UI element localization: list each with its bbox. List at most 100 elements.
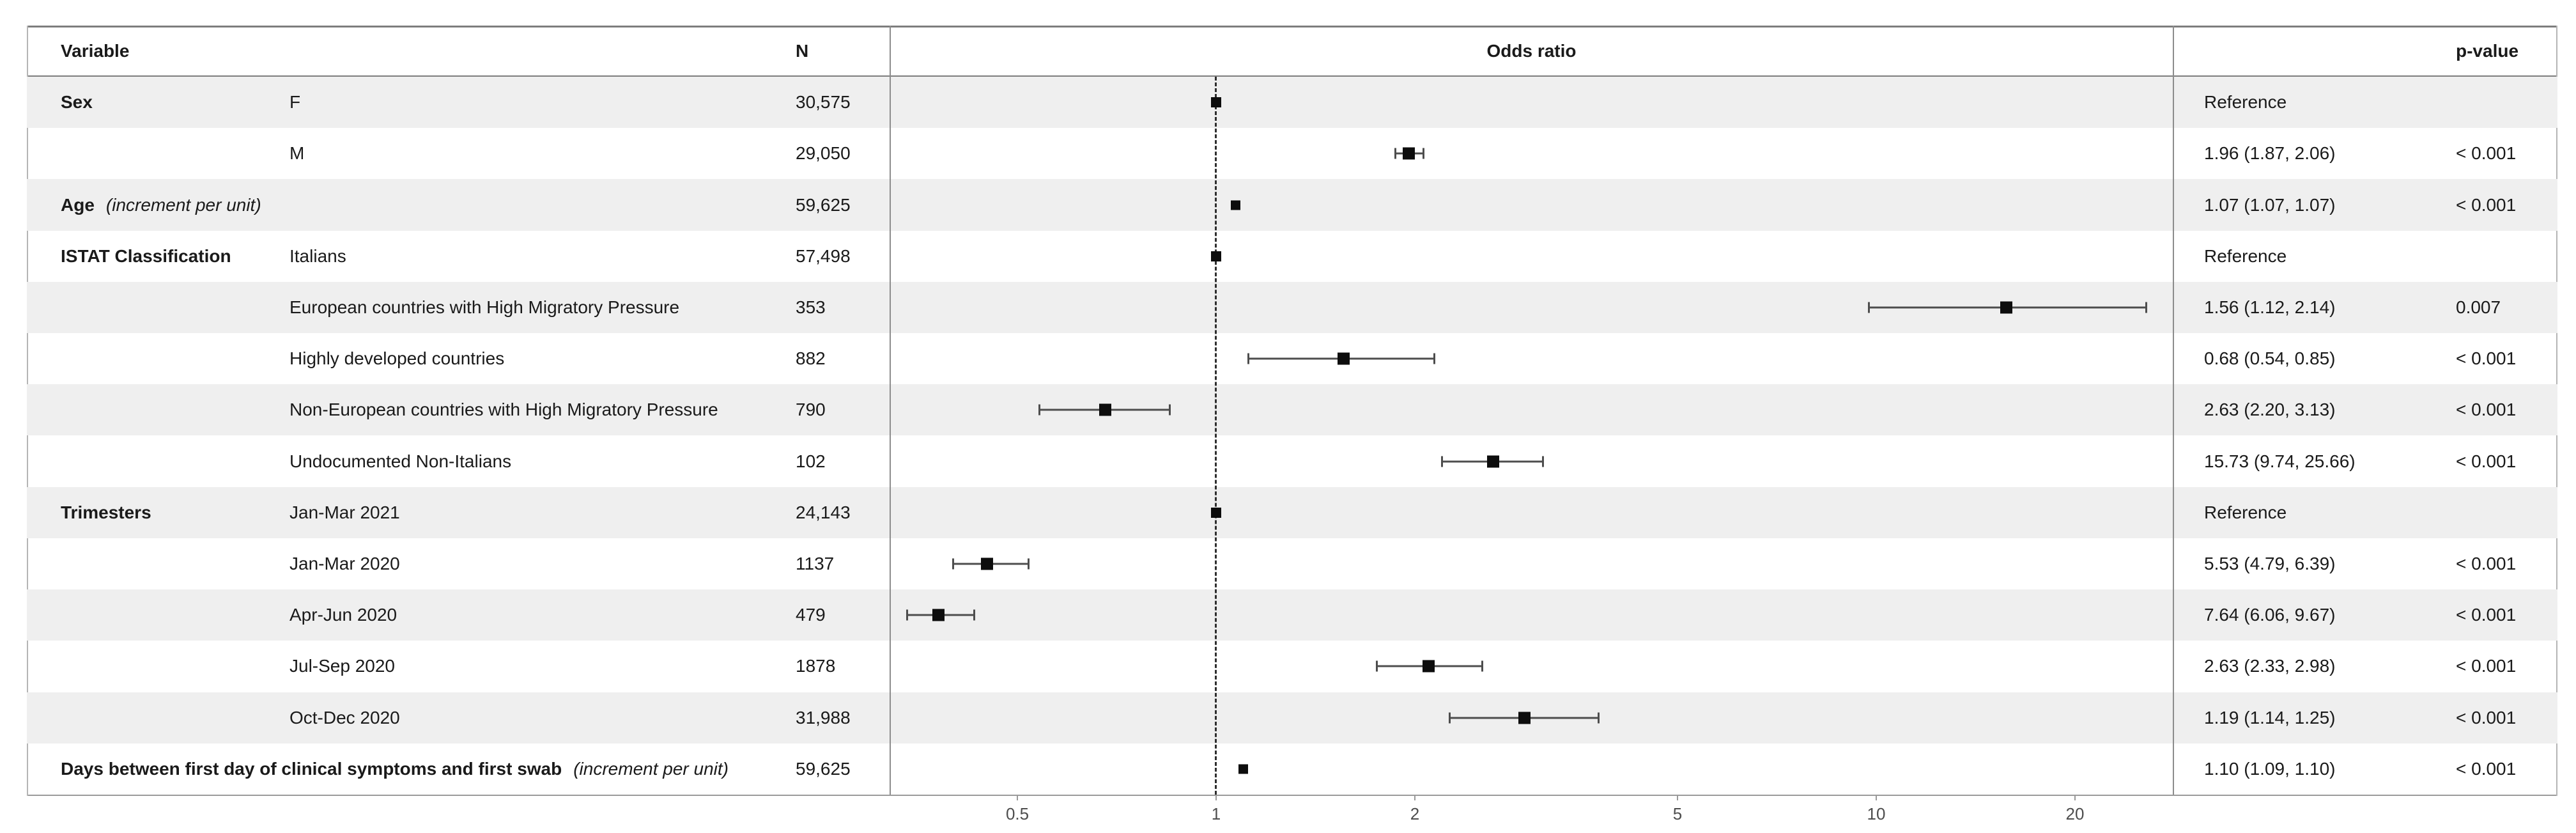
confidence-interval-cap: [906, 609, 908, 621]
table-row: Undocumented Non-Italians 102 15.73 (9.74,…: [27, 436, 2557, 487]
table-row: ISTAT Classification Italians 57,498 Refere…: [27, 231, 2557, 282]
confidence-interval-cap: [1441, 456, 1444, 467]
odds-ratio-text: 1.07 (1.07, 1.07): [2204, 194, 2336, 215]
column-header-n: N: [796, 41, 809, 61]
axis-tick-label: 10: [1867, 804, 1886, 823]
odds-ratio-text: 5.53 (4.79, 6.39): [2204, 554, 2336, 574]
odds-ratio-marker: [1423, 660, 1435, 673]
confidence-interval-cap: [1481, 660, 1483, 672]
n-value: 1137: [796, 554, 835, 574]
variable-group-label: Days between first day of clinical sympt…: [61, 758, 729, 779]
n-value: 29,050: [796, 143, 851, 164]
odds-ratio-text: 15.73 (9.74, 25.66): [2204, 451, 2356, 471]
p-value-text: < 0.001: [2456, 707, 2517, 728]
row-band: [27, 589, 2557, 641]
column-header-variable: Variable: [61, 41, 130, 61]
confidence-interval-cap: [1394, 148, 1397, 159]
row-band: [27, 692, 2557, 743]
table-row: Jul-Sep 2020 1878 2.63 (2.33, 2.98) < 0.001: [27, 641, 2557, 692]
confidence-interval-cap: [1542, 456, 1545, 467]
confidence-interval-cap: [973, 609, 975, 621]
table-row: Days between first day of clinical sympt…: [27, 743, 2557, 795]
row-band: [27, 487, 2557, 538]
variable-group-label: Age (increment per unit): [61, 194, 261, 215]
n-value: 353: [796, 297, 826, 317]
odds-ratio-marker: [932, 609, 945, 621]
variable-level-label: Italians: [289, 245, 346, 266]
increment-note: (increment per unit): [105, 194, 261, 215]
axis-tick-label: 20: [2065, 804, 2085, 823]
n-value: 1878: [796, 656, 836, 676]
confidence-interval-cap: [1867, 302, 1870, 313]
odds-ratio-text: 1.56 (1.12, 2.14): [2204, 297, 2336, 317]
odds-ratio-marker: [1518, 712, 1531, 724]
p-value-text: < 0.001: [2456, 451, 2517, 471]
table-row: Sex F 30,575 Reference: [27, 77, 2557, 128]
table-row: European countries with High Migratory P…: [27, 282, 2557, 333]
odds-ratio-text: 1.10 (1.09, 1.10): [2204, 758, 2336, 779]
increment-note: (increment per unit): [573, 758, 729, 779]
odds-ratio-text: Reference: [2204, 245, 2287, 266]
confidence-interval-cap: [1449, 712, 1451, 724]
reference-marker: [1211, 251, 1221, 261]
odds-ratio-marker: [981, 557, 994, 570]
axis-tick-label: 2: [1410, 804, 1420, 823]
p-value-text: < 0.001: [2456, 400, 2517, 420]
n-value: 59,625: [796, 194, 851, 215]
axis-tick-label: 0.5: [1005, 804, 1030, 823]
plot-panel-left-border: [890, 26, 891, 795]
axis-tick: [1215, 795, 1217, 800]
n-value: 57,498: [796, 245, 851, 266]
p-value-text: < 0.001: [2456, 194, 2517, 215]
p-value-text: < 0.001: [2456, 758, 2517, 779]
odds-ratio-text: 2.63 (2.20, 3.13): [2204, 400, 2336, 420]
n-value: 59,625: [796, 758, 851, 779]
table-row: Oct-Dec 2020 31,988 1.19 (1.14, 1.25) < 0.0…: [27, 692, 2557, 743]
variable-level-label: F: [289, 92, 301, 113]
odds-ratio-marker: [1403, 147, 1415, 160]
confidence-interval-cap: [1422, 148, 1424, 159]
axis-tick: [1414, 795, 1415, 800]
column-header-p-value: p-value: [2456, 41, 2519, 61]
reference-marker: [1211, 97, 1221, 108]
confidence-interval-cap: [1247, 353, 1250, 364]
n-value: 31,988: [796, 707, 851, 728]
axis-tick: [1876, 795, 1877, 800]
row-band: [27, 77, 2557, 128]
table-row: Highly developed countries 882 0.68 (0.54,…: [27, 333, 2557, 384]
variable-level-label: Jan-Mar 2021: [289, 502, 400, 522]
variable-level-label: Apr-Jun 2020: [289, 605, 397, 625]
n-value: 102: [796, 451, 826, 471]
table-row: Trimesters Jan-Mar 2021 24,143 Reference: [27, 487, 2557, 538]
confidence-interval-cap: [2145, 302, 2148, 313]
n-value: 479: [796, 605, 826, 625]
p-value-text: < 0.001: [2456, 143, 2517, 164]
p-value-text: < 0.001: [2456, 605, 2517, 625]
variable-group-label: Sex: [61, 92, 93, 113]
confidence-interval-cap: [952, 558, 955, 570]
axis-tick-label: 1: [1211, 804, 1221, 823]
odds-ratio-text: 2.63 (2.33, 2.98): [2204, 656, 2336, 676]
axis-tick: [1677, 795, 1679, 800]
p-value-text: < 0.001: [2456, 656, 2517, 676]
row-band: [27, 179, 2557, 231]
odds-ratio-marker: [1487, 455, 1500, 468]
variable-level-label: Highly developed countries: [289, 348, 505, 369]
confidence-interval-cap: [1028, 558, 1030, 570]
odds-ratio-text: Reference: [2204, 92, 2287, 113]
odds-ratio-text: Reference: [2204, 502, 2287, 522]
variable-level-label: European countries with High Migratory P…: [289, 297, 680, 317]
table-row: Apr-Jun 2020 479 7.64 (6.06, 9.67) < 0.001: [27, 589, 2557, 641]
p-value-text: < 0.001: [2456, 554, 2517, 574]
reference-marker: [1211, 507, 1221, 518]
variable-group-label: Trimesters: [61, 502, 151, 522]
axis-tick: [2074, 795, 2076, 800]
row-band: [27, 384, 2557, 436]
variable-level-label: Undocumented Non-Italians: [289, 451, 512, 471]
confidence-interval-cap: [1168, 404, 1171, 416]
table-top-border: [27, 26, 2557, 27]
p-value-text: 0.007: [2456, 297, 2501, 317]
variable-level-label: Non-European countries with High Migrato…: [289, 400, 718, 420]
variable-level-label: M: [289, 143, 305, 164]
